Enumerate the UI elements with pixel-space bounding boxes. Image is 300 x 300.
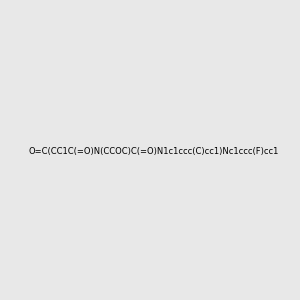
Text: O=C(CC1C(=O)N(CCOC)C(=O)N1c1ccc(C)cc1)Nc1ccc(F)cc1: O=C(CC1C(=O)N(CCOC)C(=O)N1c1ccc(C)cc1)Nc… (28, 147, 279, 156)
